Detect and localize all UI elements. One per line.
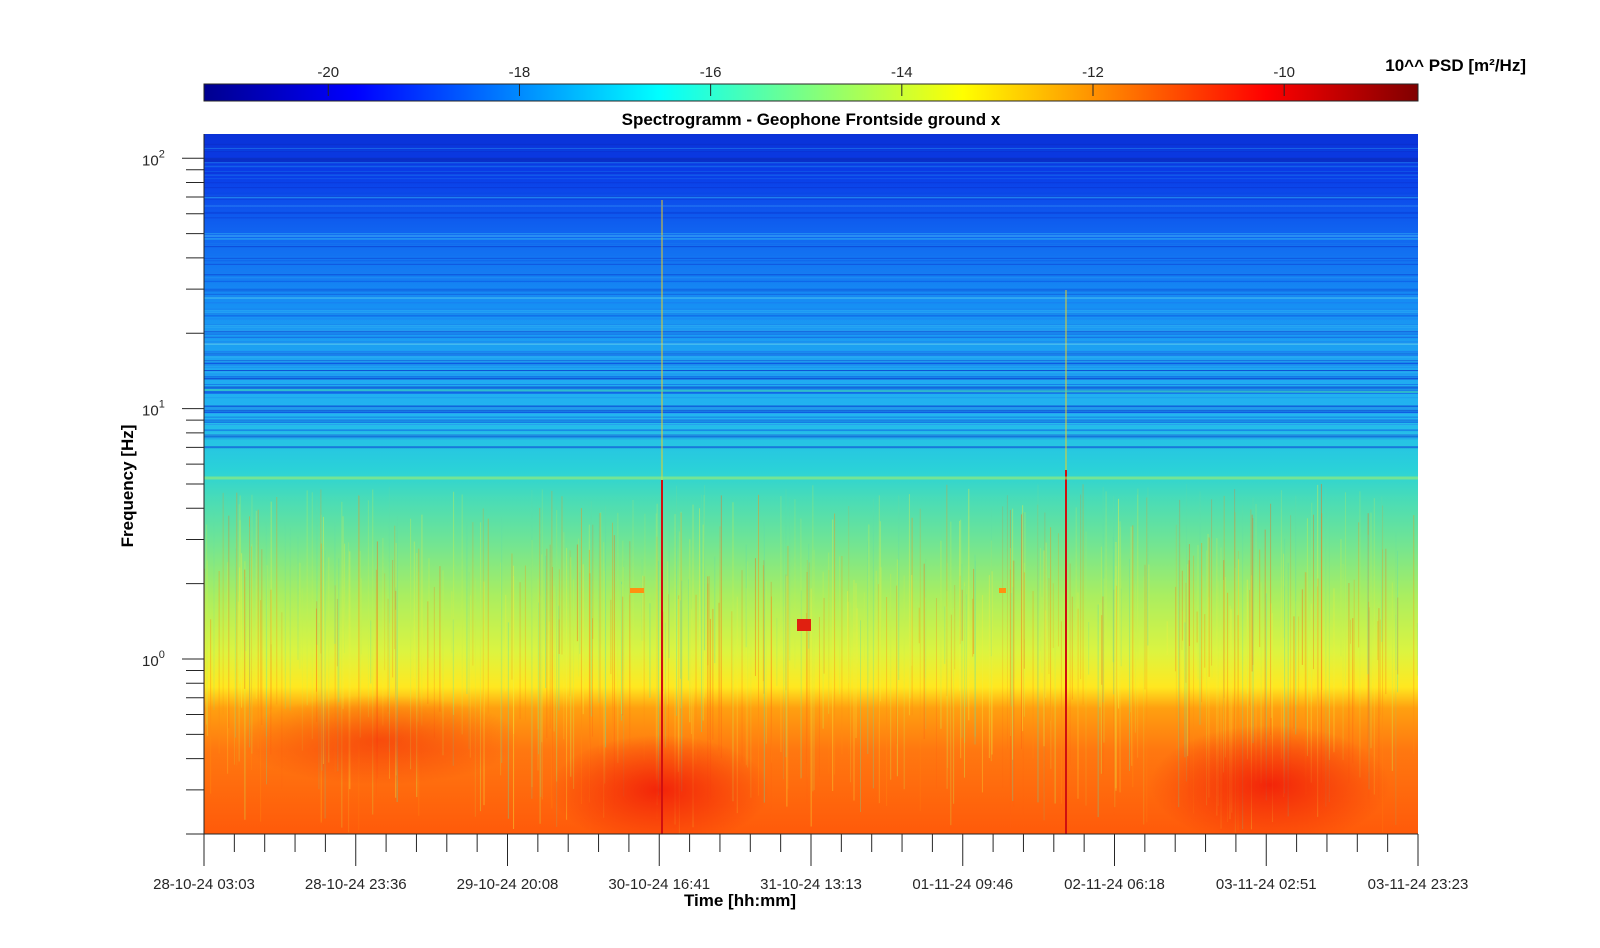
x-tick-label: 28-10-24 23:36 <box>305 876 407 893</box>
x-tick-label: 03-11-24 23:23 <box>1368 876 1469 893</box>
colorbar-tick-label: -14 <box>891 64 913 81</box>
colorbar-tick-label: -20 <box>317 64 339 81</box>
plot-axes: 100 101 102 28-10-24 03:03 28-10-24 23:36 29… <box>142 134 1468 893</box>
y-axis-label: Frequency [Hz] <box>118 425 137 548</box>
colorbar-label: 10^^ PSD [m²/Hz] <box>1385 56 1526 75</box>
colorbar-tick-label: -18 <box>509 64 531 81</box>
y-tick-label: 100 <box>142 649 165 670</box>
chart-title: Spectrogramm - Geophone Frontside ground… <box>622 110 1001 129</box>
colorbar-tick-label: -12 <box>1082 64 1104 81</box>
x-tick-label: 02-11-24 06:18 <box>1064 876 1165 893</box>
x-tick-label: 28-10-24 03:03 <box>153 876 255 893</box>
x-tick-label: 01-11-24 09:46 <box>912 876 1013 893</box>
spectrogram-features <box>204 158 1418 834</box>
x-tick-label: 03-11-24 02:51 <box>1216 876 1317 893</box>
colorbar-ticks: -20 -18 -16 -14 -12 -10 <box>317 64 1295 96</box>
x-axis-ticks: 28-10-24 03:03 28-10-24 23:36 29-10-24 20:… <box>153 834 1468 893</box>
y-axis-ticks: 100 101 102 <box>142 148 204 835</box>
spectrogram-image <box>204 134 1418 834</box>
colorbar-tick-label: -10 <box>1273 64 1295 81</box>
colorbar: -20 -18 -16 -14 -12 -10 10^^ PSD [m²/Hz] <box>203 56 1526 102</box>
colorbar-tick-label: -16 <box>700 64 722 81</box>
y-tick-label: 101 <box>142 399 165 420</box>
y-tick-label: 102 <box>142 148 165 169</box>
x-tick-label: 31-10-24 13:13 <box>760 876 862 893</box>
colorbar-gradient <box>203 83 1419 102</box>
x-tick-label: 30-10-24 16:41 <box>608 876 710 893</box>
x-tick-label: 29-10-24 20:08 <box>457 876 559 893</box>
x-axis-label: Time [hh:mm] <box>684 891 796 910</box>
